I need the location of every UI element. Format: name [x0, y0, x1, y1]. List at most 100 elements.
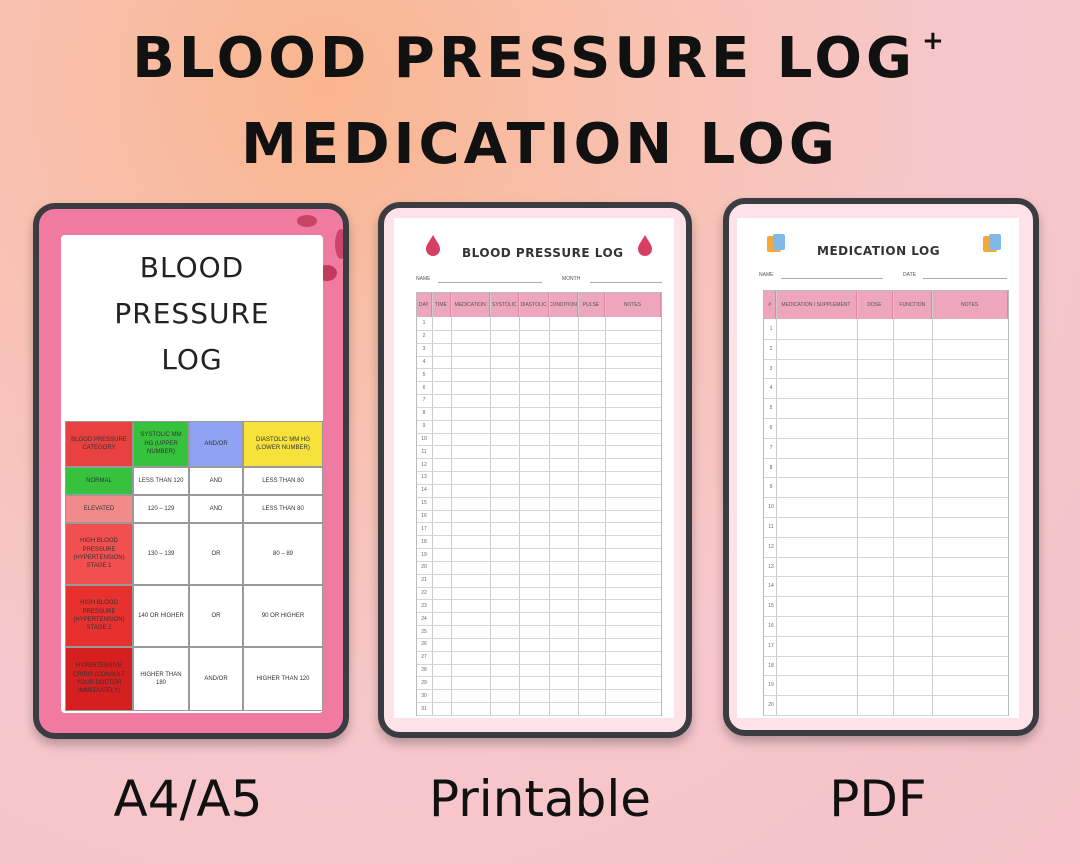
- row-divider: [417, 368, 661, 370]
- table-cell: OR: [189, 523, 243, 585]
- table-header-cell: AND/OR: [189, 421, 243, 467]
- row-divider: [764, 457, 1008, 459]
- row-number: 20: [421, 564, 427, 571]
- table-header-cell: DIASTOLIC MM HG (LOWER NUMBER): [243, 421, 323, 467]
- row-divider: [417, 419, 661, 421]
- row-divider: [764, 635, 1008, 637]
- row-number: 16: [421, 513, 427, 519]
- row-divider: [417, 586, 661, 588]
- row-number: 26: [421, 641, 427, 648]
- column-header: SYSTOLIC: [490, 293, 520, 317]
- column-divider: [519, 293, 521, 715]
- bp-chart-title-3: LOG: [161, 343, 223, 376]
- table-cell: 90 OR HIGHER: [243, 585, 323, 647]
- row-divider: [764, 556, 1008, 558]
- headline-line2: MEDICATION LOG: [241, 112, 839, 177]
- column-header: DOSE: [856, 291, 894, 319]
- date-label: DATE: [903, 272, 916, 278]
- row-divider: [764, 655, 1008, 657]
- row-divider: [764, 517, 1008, 518]
- column-divider: [604, 293, 606, 715]
- category-cell: HIGH BLOOD PRESSURE (HYPERTENSION) STAGE…: [65, 585, 133, 647]
- row-number: 8: [422, 410, 426, 417]
- row-number: 21: [421, 577, 427, 584]
- row-divider: [417, 445, 661, 447]
- tablet-bp-chart: BLOOD PRESSURE LOG BLOOD PRESSURE CATEGO…: [33, 203, 349, 739]
- row-number: 23: [421, 602, 427, 609]
- row-number: 16: [768, 622, 774, 629]
- row-number: 13: [768, 563, 774, 570]
- column-header: DAY: [417, 293, 432, 317]
- column-header: CONDITION: [548, 293, 579, 317]
- med-log-title: MEDICATION LOG: [817, 244, 941, 258]
- table-cell: LESS THAN 80: [243, 467, 323, 495]
- column-header: TIME: [431, 293, 452, 317]
- pill-icon: [767, 234, 785, 252]
- month-line: [590, 282, 662, 283]
- row-number: 28: [421, 667, 427, 674]
- row-number: 14: [421, 487, 427, 494]
- table-cell: 130 – 139: [133, 523, 189, 585]
- table-cell: LESS THAN 80: [243, 495, 323, 523]
- row-divider: [764, 675, 1008, 677]
- row-number: 4: [769, 385, 773, 392]
- row-number: 27: [421, 654, 427, 661]
- blood-cell-icon: [297, 215, 317, 227]
- row-number: 10: [768, 504, 774, 511]
- table-cell: HIGHER THAN 120: [243, 647, 323, 711]
- row-divider: [417, 573, 661, 575]
- table-header-cell: SYSTOLIC MM HG (UPPER NUMBER): [133, 421, 189, 467]
- blood-cell-icon: [335, 229, 343, 259]
- row-divider: [764, 378, 1008, 380]
- caption-printable: Printable: [428, 770, 652, 828]
- bp-chart-page: BLOOD PRESSURE LOG BLOOD PRESSURE CATEGO…: [61, 235, 323, 713]
- column-header: MEDICATION / SUPPLEMENT: [776, 291, 857, 319]
- headline-plus: +: [921, 26, 948, 56]
- row-number: 12: [421, 461, 427, 468]
- column-header: #: [764, 291, 777, 319]
- row-divider: [417, 329, 661, 331]
- row-divider: [764, 497, 1008, 499]
- headline-line1: BLOOD PRESSURE LOG +: [0, 26, 1080, 91]
- row-number: 18: [421, 538, 427, 545]
- row-number: 8: [769, 464, 773, 471]
- med-log-table: # MEDICATION / SUPPLEMENT DOSE FUNCTION NOTE…: [763, 290, 1009, 716]
- row-number: 11: [421, 448, 427, 455]
- row-divider: [417, 689, 661, 691]
- column-header: DIASTOLIC: [519, 293, 549, 317]
- month-label: MONTH: [562, 276, 581, 282]
- row-number: 2: [769, 345, 773, 352]
- row-number: 15: [421, 500, 427, 507]
- row-divider: [417, 625, 661, 627]
- row-divider: [764, 616, 1008, 617]
- row-number: 29: [421, 679, 427, 686]
- column-divider: [893, 291, 895, 715]
- name-line: [781, 278, 883, 279]
- row-divider: [417, 432, 661, 434]
- row-number: 19: [421, 551, 427, 558]
- row-divider: [417, 394, 661, 396]
- row-divider: [764, 398, 1008, 400]
- column-header: PULSE: [578, 293, 605, 317]
- name-label: NAME: [759, 272, 774, 278]
- row-number: 25: [421, 628, 427, 635]
- row-number: 6: [422, 384, 426, 391]
- row-divider: [764, 536, 1008, 538]
- row-number: 3: [769, 365, 773, 372]
- row-number: 14: [768, 583, 774, 590]
- row-number: 15: [768, 603, 774, 610]
- row-divider: [417, 548, 661, 550]
- column-divider: [856, 291, 858, 715]
- column-divider: [431, 293, 433, 715]
- bp-log-title: BLOOD PRESSURE LOG: [462, 246, 624, 260]
- table-cell: AND/OR: [189, 647, 243, 711]
- table-cell: HIGHER THAN 180: [133, 647, 189, 711]
- row-divider: [764, 695, 1008, 697]
- date-line: [923, 278, 1007, 279]
- row-divider: [417, 355, 661, 357]
- table-cell: AND: [189, 467, 243, 495]
- column-divider: [451, 293, 453, 715]
- row-number: 7: [769, 444, 773, 451]
- row-number: 5: [422, 371, 426, 378]
- row-number: 24: [421, 615, 427, 622]
